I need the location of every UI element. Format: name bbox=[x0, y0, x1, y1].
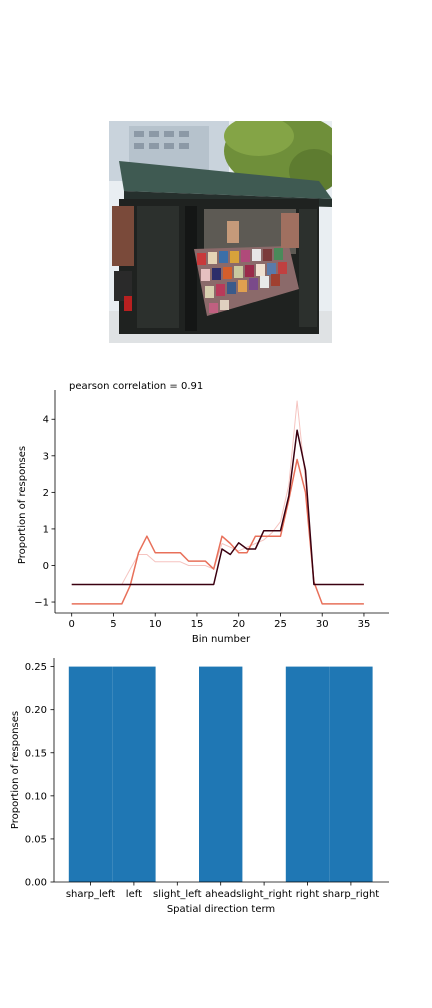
bar-chart-y-tick-label: 0.25 bbox=[25, 662, 47, 673]
bar-chart-xlabel: Spatial direction term bbox=[167, 904, 275, 915]
bar-plot-area: sharp_left left slight_left ahead slight_rig… bbox=[25, 658, 389, 900]
bar-chart-ylabel: Proportion of responses bbox=[10, 711, 21, 829]
bar-sharp_left bbox=[68, 666, 113, 882]
bar-chart-x-tick-label: sharp_right bbox=[323, 889, 380, 900]
bar-chart-x-tick-label: ahead bbox=[205, 889, 236, 900]
line-series-1 bbox=[71, 429, 364, 586]
line-chart-y-tick-label: 2 bbox=[43, 488, 49, 499]
line-chart-title: pearson correlation = 0.91 bbox=[69, 381, 203, 392]
bar-chart-y-tick-label: 0.10 bbox=[25, 791, 47, 802]
bar-chart-y-tick-label: 0.05 bbox=[25, 834, 47, 845]
line-chart-x-tick-label: 25 bbox=[274, 619, 287, 630]
line-chart-x-tick-label: 35 bbox=[358, 619, 371, 630]
bar-right bbox=[285, 666, 330, 882]
line-chart-y-tick-label: 1 bbox=[43, 524, 49, 535]
bar-sharp_right bbox=[329, 666, 373, 882]
line-chart-y-tick-label: 3 bbox=[43, 451, 49, 462]
kiosk-photo bbox=[109, 121, 332, 343]
line-chart: pearson correlation = 0.91 0 5 10 15 20 25 30 3… bbox=[17, 381, 389, 645]
line-chart-xlabel: Bin number bbox=[192, 634, 251, 645]
bar-chart-x-tick-label: right bbox=[296, 889, 320, 900]
line-series-0 bbox=[71, 458, 364, 605]
bar-chart-y-tick-label: 0.00 bbox=[25, 878, 47, 889]
bar-chart: sharp_left left slight_left ahead slight_rig… bbox=[10, 658, 389, 915]
bar-chart-x-tick-label: slight_right bbox=[236, 889, 292, 900]
line-chart-y-tick-label: 4 bbox=[43, 415, 49, 426]
bar-chart-x-tick-label: slight_left bbox=[153, 889, 202, 900]
bar-chart-x-tick-label: sharp_left bbox=[66, 889, 115, 900]
bar-left bbox=[112, 666, 156, 882]
line-chart-x-tick-label: 15 bbox=[191, 619, 204, 630]
line-chart-x-tick-label: 0 bbox=[69, 619, 75, 630]
line-plot-area: 0 5 10 15 20 25 30 35 −1 0 1 2 3 4 bbox=[34, 390, 389, 630]
line-chart-x-tick-label: 30 bbox=[316, 619, 329, 630]
line-chart-ylabel: Proportion of responses bbox=[17, 446, 28, 564]
line-chart-y-tick-label: −1 bbox=[34, 598, 49, 609]
line-series-2 bbox=[71, 400, 364, 585]
bar-chart-y-tick-label: 0.15 bbox=[25, 748, 47, 759]
line-chart-y-tick-label: 0 bbox=[43, 561, 49, 572]
line-chart-x-tick-label: 10 bbox=[149, 619, 162, 630]
line-chart-x-tick-label: 20 bbox=[232, 619, 245, 630]
bar-ahead bbox=[199, 666, 243, 882]
bar-chart-y-tick-label: 0.20 bbox=[25, 705, 47, 716]
line-chart-x-tick-label: 5 bbox=[110, 619, 116, 630]
bar-chart-x-tick-label: left bbox=[126, 889, 142, 900]
